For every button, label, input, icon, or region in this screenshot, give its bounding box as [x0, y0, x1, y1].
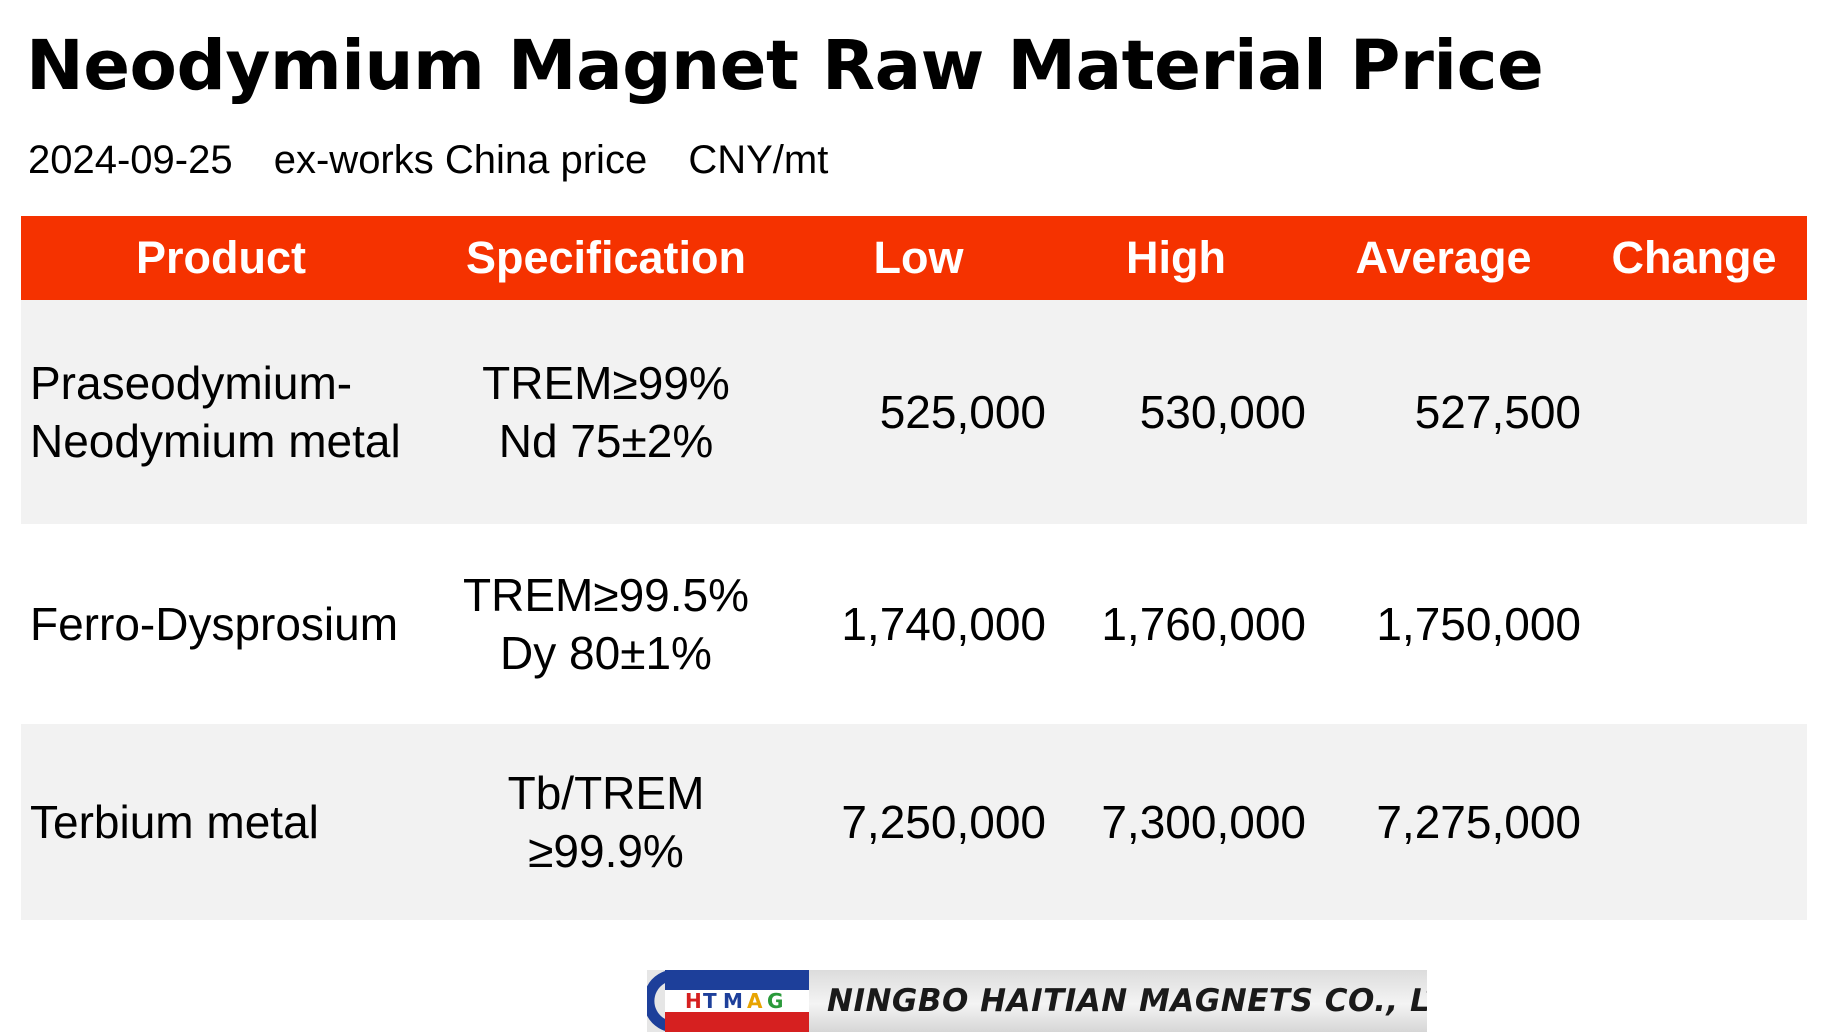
high-price-cell: 1,760,000 [1101, 598, 1306, 650]
company-logo-banner: H T M A G NINGBO HAITIAN MAGNETS CO., LT… [647, 970, 1427, 1032]
product-name-line: Neodymium metal [30, 415, 401, 467]
price-unit: CNY/mt [688, 138, 829, 182]
price-basis: ex-works China price [273, 138, 648, 182]
spec-line: TREM≥99% [482, 357, 730, 409]
high-price-cell: 530,000 [1139, 386, 1306, 438]
company-name: NINGBO HAITIAN MAGNETS CO., LTD [827, 983, 1427, 1019]
svg-text:A: A [747, 989, 763, 1013]
column-header-product: Product [135, 232, 306, 283]
average-price-cell: 7,275,000 [1376, 796, 1581, 848]
column-header-low: Low [873, 232, 964, 283]
average-price-cell: 527,500 [1414, 386, 1581, 438]
htmag-logo-icon: H T M A G [647, 970, 809, 1032]
low-price-cell: 1,740,000 [841, 598, 1046, 650]
product-name-line: Praseodymium- [30, 357, 353, 409]
column-header-change: Change [1611, 232, 1777, 283]
page-title: Neodymium Magnet Raw Material Price [26, 26, 1544, 106]
price-date: 2024-09-25 [28, 138, 233, 182]
table-row: Ferro-Dysprosium TREM≥99.5% Dy 80±1% 1,7… [21, 524, 1807, 724]
price-table: Product Specification Low High Average C… [21, 216, 1807, 920]
column-header-high: High [1126, 232, 1226, 283]
specification-cell: TREM≥99% Nd 75±2% [421, 354, 791, 470]
high-price-cell: 7,300,000 [1101, 796, 1306, 848]
average-price-cell: 1,750,000 [1376, 598, 1581, 650]
svg-text:T: T [703, 989, 717, 1013]
table-row: Terbium metal Tb/TREM ≥99.9% 7,250,000 7… [21, 724, 1807, 920]
spec-line: Tb/TREM [507, 767, 705, 819]
specification-cell: Tb/TREM ≥99.9% [421, 764, 791, 880]
table-header: Product Specification Low High Average C… [21, 216, 1807, 300]
spec-line: Nd 75±2% [498, 415, 714, 467]
spec-line: TREM≥99.5% [463, 569, 749, 621]
column-header-average: Average [1355, 232, 1532, 283]
spec-line: ≥99.9% [528, 825, 684, 877]
low-price-cell: 7,250,000 [841, 796, 1046, 848]
svg-text:M: M [723, 989, 743, 1013]
column-header-specification: Specification [465, 232, 747, 283]
price-info: 2024-09-25 ex-works China price CNY/mt [28, 138, 858, 183]
product-cell: Praseodymium- Neodymium metal [21, 354, 421, 470]
svg-text:H: H [685, 989, 702, 1013]
product-name-line: Terbium metal [30, 796, 319, 848]
svg-text:G: G [767, 989, 783, 1013]
specification-cell: TREM≥99.5% Dy 80±1% [421, 566, 791, 682]
spec-line: Dy 80±1% [500, 627, 712, 679]
product-cell: Ferro-Dysprosium [21, 595, 421, 653]
table-row: Praseodymium- Neodymium metal TREM≥99% N… [21, 300, 1807, 524]
product-cell: Terbium metal [21, 793, 421, 851]
low-price-cell: 525,000 [879, 386, 1046, 438]
product-name-line: Ferro-Dysprosium [30, 598, 399, 650]
